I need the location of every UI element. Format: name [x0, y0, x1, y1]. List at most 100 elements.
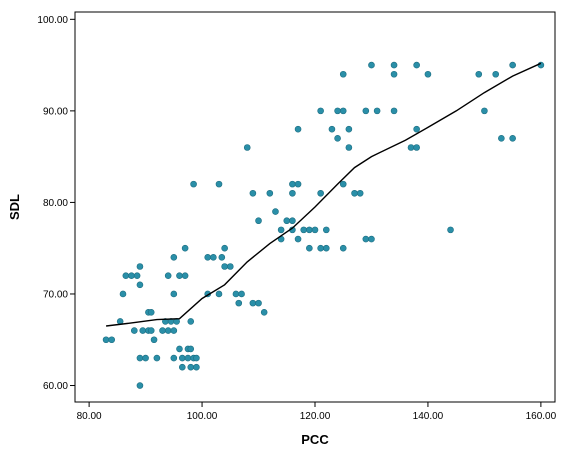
- data-point: [351, 189, 358, 197]
- data-point: [294, 235, 302, 243]
- data-point: [181, 272, 189, 279]
- data-point: [289, 189, 296, 197]
- data-point: [475, 70, 483, 78]
- data-point: [170, 354, 178, 362]
- x-tick-label: 160.00: [526, 411, 557, 422]
- data-point: [306, 244, 313, 252]
- data-point: [390, 107, 398, 115]
- data-point: [424, 70, 432, 78]
- x-tick-label: 140.00: [413, 411, 444, 422]
- data-point: [178, 354, 186, 362]
- data-point: [289, 217, 296, 225]
- y-tick-label: 70.00: [43, 289, 68, 300]
- data-point: [176, 272, 183, 279]
- data-point: [170, 327, 178, 334]
- data-point: [306, 226, 313, 234]
- data-point: [498, 135, 505, 142]
- data-point: [481, 107, 488, 115]
- data-point: [147, 308, 155, 316]
- data-point: [139, 327, 147, 334]
- data-point: [322, 226, 330, 234]
- data-point: [339, 70, 347, 78]
- data-point: [413, 61, 420, 69]
- y-tick-label: 100.00: [37, 15, 68, 26]
- data-point: [226, 263, 234, 270]
- y-axis-title: SDL: [7, 194, 22, 220]
- data-point: [190, 180, 197, 188]
- data-point: [102, 336, 110, 344]
- fit-line: [106, 62, 542, 327]
- data-point: [130, 327, 138, 334]
- data-point: [204, 254, 212, 261]
- data-point: [322, 244, 330, 252]
- data-point: [311, 226, 319, 234]
- data-point: [272, 208, 279, 215]
- y-tick-label: 90.00: [43, 106, 68, 117]
- data-point: [373, 107, 381, 115]
- x-tick-label: 80.00: [77, 411, 102, 422]
- data-point: [221, 244, 228, 252]
- data-point: [235, 299, 243, 307]
- data-point: [187, 345, 195, 353]
- data-point: [413, 125, 420, 133]
- data-point: [187, 318, 195, 325]
- data-point: [136, 281, 144, 289]
- data-point: [509, 135, 516, 142]
- data-point: [334, 135, 341, 142]
- data-point: [328, 125, 336, 133]
- data-point: [147, 327, 155, 334]
- data-point: [128, 272, 135, 279]
- data-point: [136, 263, 144, 270]
- data-point: [260, 308, 268, 316]
- x-axis-ticks: 80.00 100.00 120.00 140.00 160.00: [77, 402, 557, 422]
- data-point: [164, 272, 172, 279]
- data-point: [266, 189, 274, 197]
- data-point: [136, 354, 144, 362]
- data-point: [317, 107, 324, 115]
- data-point: [150, 336, 158, 344]
- data-point: [362, 107, 370, 115]
- data-point: [339, 180, 347, 188]
- data-point: [447, 226, 454, 234]
- data-point: [119, 290, 127, 298]
- data-point: [255, 217, 262, 225]
- data-point: [390, 70, 398, 78]
- data-point: [277, 226, 285, 234]
- data-point: [193, 363, 200, 371]
- data-point: [184, 354, 192, 362]
- data-point: [509, 61, 516, 69]
- fit-line-group: [106, 62, 542, 327]
- data-point: [170, 254, 178, 261]
- data-point: [176, 345, 183, 353]
- data-point: [243, 144, 251, 151]
- data-point: [215, 180, 223, 188]
- data-point: [238, 290, 245, 298]
- data-point: [170, 290, 178, 298]
- data-point: [300, 226, 308, 234]
- data-point: [339, 244, 347, 252]
- data-point: [345, 125, 353, 133]
- y-tick-label: 80.00: [43, 198, 68, 209]
- data-point: [181, 244, 189, 252]
- data-point: [294, 180, 302, 188]
- data-point: [407, 144, 415, 151]
- data-point: [255, 299, 262, 307]
- data-point: [136, 382, 144, 389]
- data-point: [334, 107, 341, 115]
- data-point: [390, 61, 398, 69]
- data-point: [122, 272, 130, 279]
- data-point: [283, 217, 291, 225]
- data-point: [108, 336, 116, 344]
- data-point: [345, 144, 353, 151]
- data-point: [317, 189, 324, 197]
- data-point: [142, 354, 149, 362]
- data-point: [210, 254, 217, 261]
- data-point: [317, 244, 324, 252]
- data-point: [294, 125, 302, 133]
- data-point: [362, 235, 370, 243]
- data-point: [153, 354, 161, 362]
- data-points: [102, 61, 545, 389]
- data-point: [221, 263, 228, 270]
